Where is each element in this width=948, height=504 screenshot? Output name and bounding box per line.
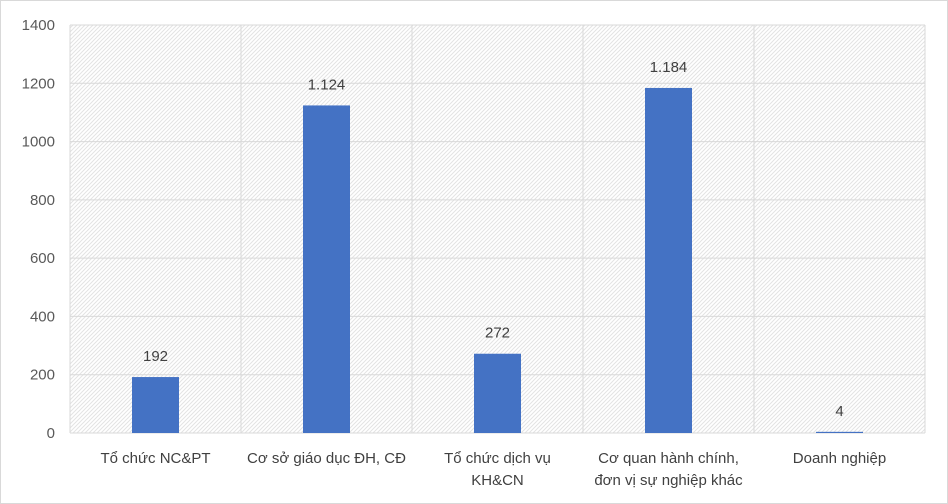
y-tick-label: 0	[47, 425, 55, 442]
x-category-label: Tổ chức dịch vụ	[444, 450, 551, 467]
data-label: 272	[485, 325, 510, 342]
data-label: 192	[143, 348, 168, 365]
y-tick-label: 400	[30, 308, 55, 325]
y-tick-label: 800	[30, 192, 55, 209]
bar	[303, 105, 350, 433]
data-label: 1.184	[650, 59, 688, 76]
data-label: 4	[835, 403, 843, 420]
x-category-label: Cơ quan hành chính,	[598, 450, 739, 467]
bar	[474, 353, 521, 433]
x-category-label: Doanh nghiệp	[793, 450, 886, 467]
y-tick-label: 1000	[22, 134, 55, 151]
bar	[645, 87, 692, 433]
x-category-label: đơn vị sự nghiệp khác	[594, 472, 743, 489]
data-label: 1.124	[308, 76, 346, 93]
bars	[132, 87, 863, 433]
x-axis-categories: Tổ chức NC&PT Cơ sở giáo dục ĐH, CĐ Tổ chứ…	[100, 450, 886, 489]
bar	[132, 377, 179, 433]
y-axis-ticks: 0 200 400 600 800 1000 1200 1400	[22, 17, 55, 442]
y-tick-label: 1200	[22, 75, 55, 92]
y-tick-label: 200	[30, 367, 55, 384]
x-category-label: Tổ chức NC&PT	[100, 450, 210, 467]
bar	[816, 431, 863, 433]
y-tick-label: 1400	[22, 17, 55, 34]
x-category-label: KH&CN	[471, 472, 524, 489]
data-labels: 192 1.124 272 1.184 4	[143, 59, 844, 420]
y-tick-label: 600	[30, 250, 55, 267]
x-category-label: Cơ sở giáo dục ĐH, CĐ	[247, 450, 406, 467]
